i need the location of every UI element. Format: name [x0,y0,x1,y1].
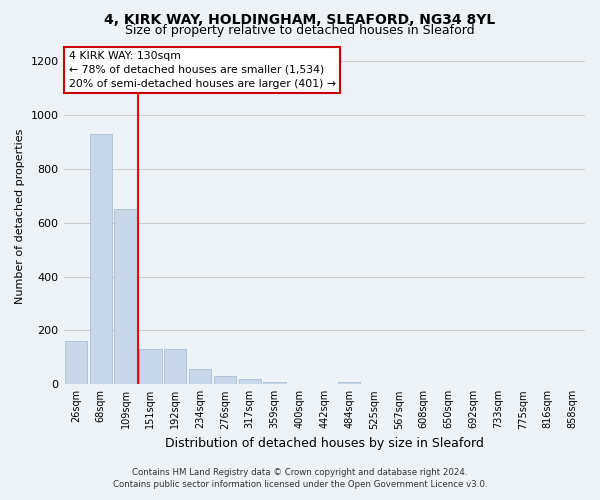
Bar [338,382,360,384]
Bar [189,368,211,384]
Bar [139,350,161,384]
X-axis label: Distribution of detached houses by size in Sleaford: Distribution of detached houses by size … [165,437,484,450]
Text: 4 KIRK WAY: 130sqm
← 78% of detached houses are smaller (1,534)
20% of semi-deta: 4 KIRK WAY: 130sqm ← 78% of detached hou… [69,51,336,89]
Text: Contains HM Land Registry data © Crown copyright and database right 2024.
Contai: Contains HM Land Registry data © Crown c… [113,468,487,489]
Bar [65,341,87,384]
Bar [89,134,112,384]
Text: 4, KIRK WAY, HOLDINGHAM, SLEAFORD, NG34 8YL: 4, KIRK WAY, HOLDINGHAM, SLEAFORD, NG34 … [104,12,496,26]
Bar [214,376,236,384]
Bar [115,209,137,384]
Bar [263,382,286,384]
Bar [164,350,187,384]
Bar [239,380,261,384]
Text: Size of property relative to detached houses in Sleaford: Size of property relative to detached ho… [125,24,475,37]
Y-axis label: Number of detached properties: Number of detached properties [15,128,25,304]
